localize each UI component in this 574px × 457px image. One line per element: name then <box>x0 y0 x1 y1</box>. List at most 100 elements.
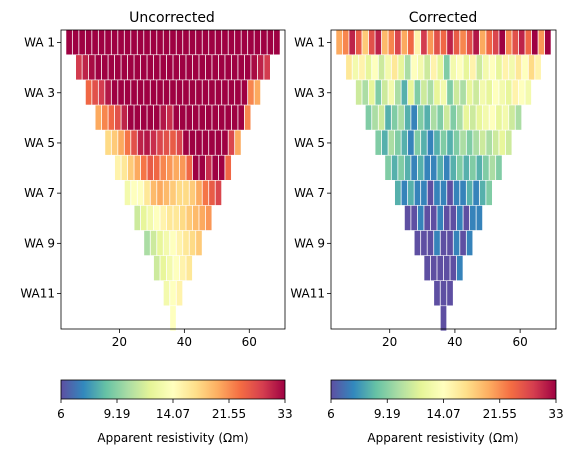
heatmap-cell <box>202 180 209 206</box>
heatmap-cell <box>401 180 408 206</box>
heatmap-cell <box>515 55 522 80</box>
heatmap-cell <box>505 80 512 105</box>
heatmap-cell <box>447 180 453 206</box>
heatmap-cell <box>440 306 447 331</box>
heatmap-cell <box>92 80 98 105</box>
heatmap-cell <box>408 180 414 206</box>
heatmap-cell <box>443 205 450 231</box>
heatmap-cell <box>502 55 509 80</box>
heatmap-cell <box>140 205 147 231</box>
colorbar-ticks: 6 9.19 14.07 21.55 33 <box>57 399 293 421</box>
heatmap-cell <box>544 30 551 55</box>
heatmap-cell <box>443 105 450 130</box>
heatmap-cell <box>101 105 108 130</box>
heatmap-cell <box>127 55 134 80</box>
heatmap-cell <box>456 155 463 180</box>
heatmap-cell <box>417 155 424 180</box>
heatmap-cell <box>124 180 131 206</box>
heatmap-cell <box>342 30 349 55</box>
heatmap-cell <box>114 55 121 80</box>
panel-uncorrected: Uncorrected WA 1 WA 3 WA 5 WA 7 WA 9 WA11 20 40… <box>20 10 286 349</box>
heatmap-cell <box>404 155 411 180</box>
heatmap-cell <box>437 255 444 281</box>
heatmap-cell <box>235 30 241 55</box>
heatmap-cell <box>456 255 463 281</box>
heatmap-cell <box>443 255 450 281</box>
heatmap-cell <box>222 30 228 55</box>
heatmap-cell <box>453 30 460 55</box>
heatmap-cell <box>196 130 202 155</box>
heatmap-cell <box>261 30 267 55</box>
heatmap-cell <box>499 80 506 105</box>
heatmap-cell <box>238 105 245 130</box>
heatmap-cell <box>391 55 398 80</box>
heatmap-cell <box>401 30 408 55</box>
heatmap-cell <box>466 80 473 105</box>
axes: WA 1 WA 3 WA 5 WA 7 WA 9 WA11 20 40 60 <box>20 36 257 349</box>
heatmap-cell <box>518 30 525 55</box>
y-tick-label: WA 1 <box>294 36 325 50</box>
heatmap-cell <box>496 155 502 180</box>
heatmap-cell <box>509 55 515 80</box>
colorbar-tick-label: 9.19 <box>374 407 401 421</box>
heatmap-cell <box>166 105 173 130</box>
heatmap-cell <box>124 80 131 105</box>
heatmap-cell <box>157 80 163 105</box>
heatmap-cell <box>443 55 450 80</box>
heatmap-cell <box>538 30 545 55</box>
heatmap-cell <box>170 180 176 206</box>
heatmap-cell <box>105 130 111 155</box>
heatmap-cell <box>225 105 232 130</box>
heatmap-cell <box>476 55 483 80</box>
heatmap-cell <box>218 105 225 130</box>
heatmap-cell <box>372 55 378 80</box>
heatmap-cell <box>131 180 137 206</box>
heatmap-cell <box>385 105 391 130</box>
heatmap-cell <box>137 30 144 55</box>
heatmap-cell <box>199 105 206 130</box>
heatmap-cell <box>404 105 411 130</box>
heatmap-cell <box>244 105 251 130</box>
heatmap-cell <box>163 281 170 306</box>
heatmap-cell <box>267 30 274 55</box>
heatmap-cell <box>134 155 141 180</box>
heatmap-cell <box>186 105 193 130</box>
heatmap-cell <box>453 230 460 256</box>
heatmap-cell <box>264 55 270 80</box>
heatmap-cell <box>131 130 137 155</box>
heatmap-cell <box>114 155 121 180</box>
heatmap-cell <box>163 180 170 206</box>
heatmap-cell <box>430 155 437 180</box>
heatmap-cell <box>179 55 186 80</box>
colorbar-gradient <box>330 379 557 400</box>
heatmap-cell <box>241 30 248 55</box>
heatmap-cell <box>231 55 238 80</box>
heatmap-cell <box>365 55 372 80</box>
heatmap-cell <box>466 130 473 155</box>
heatmap-cell <box>375 80 382 105</box>
heatmap-cell <box>108 55 115 80</box>
heatmap-cell <box>473 180 479 206</box>
heatmap-cell <box>424 205 431 231</box>
heatmap-cell <box>394 30 401 55</box>
heatmap-cell <box>228 130 235 155</box>
heatmap-cell <box>209 30 215 55</box>
heatmap-cell <box>205 205 212 231</box>
heatmap-cell <box>173 105 180 130</box>
heatmap-cell <box>144 130 150 155</box>
heatmap-cell <box>430 105 437 130</box>
heatmap-cell <box>118 80 124 105</box>
heatmap-cell <box>489 55 496 80</box>
heatmap-cell <box>362 30 369 55</box>
heatmap-cell <box>153 205 160 231</box>
heatmap-cell <box>196 30 202 55</box>
y-tick-label: WA 9 <box>294 236 325 250</box>
heatmap-cell <box>476 205 483 231</box>
colorbar-ticks: 6 9.19 14.07 21.55 33 <box>327 399 564 421</box>
heatmap-cell <box>124 130 131 155</box>
heatmap-cell <box>153 155 160 180</box>
heatmap-cell <box>124 30 131 55</box>
heatmap-cell <box>189 130 196 155</box>
y-tick-label: WA 5 <box>24 136 55 150</box>
heatmap-cell <box>512 80 519 105</box>
